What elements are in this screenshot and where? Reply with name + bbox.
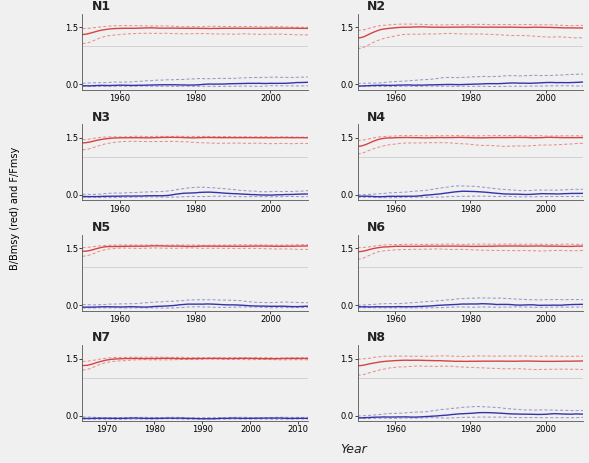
Text: N3: N3 [91, 111, 111, 124]
Text: N4: N4 [366, 111, 386, 124]
Text: N8: N8 [366, 332, 386, 344]
Text: N6: N6 [366, 221, 386, 234]
Text: N5: N5 [91, 221, 111, 234]
Text: Year: Year [340, 443, 367, 456]
Text: N7: N7 [91, 332, 111, 344]
Text: B/Bmsy (red) and F/Fmsy: B/Bmsy (red) and F/Fmsy [10, 147, 19, 270]
Text: N2: N2 [366, 0, 386, 13]
Text: N1: N1 [91, 0, 111, 13]
